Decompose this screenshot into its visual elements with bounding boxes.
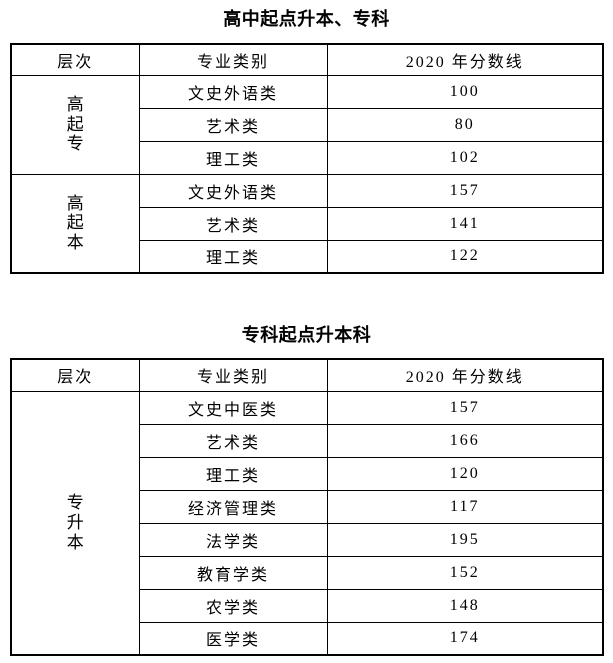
table-row: 艺术类 141 (11, 206, 604, 241)
level-vertical-label: 高起专 (66, 95, 84, 154)
category-cell: 理工类 (138, 239, 328, 274)
table-row: 高起专 文史外语类 100 (10, 74, 604, 175)
score-cell: 117 (326, 489, 604, 524)
header-score: 2020 年分数线 (326, 43, 604, 76)
score-cell: 157 (326, 390, 604, 425)
table-row: 高起本 文史外语类 157 (10, 173, 604, 274)
header-category: 专业类别 (138, 43, 328, 76)
table-row-header: 层次 专业类别 2020 年分数线 (10, 43, 604, 76)
category-cell: 理工类 (138, 456, 328, 491)
level-vertical-label: 专升本 (66, 493, 84, 552)
table-row: 理工类 120 (11, 456, 604, 491)
table-1-title: 高中起点升本、专科 (223, 9, 390, 29)
score-cell: 122 (326, 239, 604, 274)
table-row: 农学类 148 (11, 588, 604, 623)
score-cell: 148 (326, 588, 604, 623)
score-table-1: 层次 专业类别 2020 年分数线 高起专 文史外语类 100 艺术类 80 理… (10, 43, 604, 274)
category-cell: 艺术类 (138, 107, 328, 142)
table-2-title: 专科起点升本科 (241, 325, 372, 345)
category-cell: 艺术类 (138, 423, 328, 458)
table-row: 专升本 文史中医类 157 (10, 390, 604, 656)
category-cell: 理工类 (138, 140, 328, 175)
score-cell: 102 (326, 140, 604, 175)
score-cell: 120 (326, 456, 604, 491)
score-cell: 141 (326, 206, 604, 241)
score-cell: 100 (326, 74, 604, 109)
score-cell: 174 (326, 621, 604, 656)
header-category: 专业类别 (138, 358, 328, 392)
category-cell: 农学类 (138, 588, 328, 623)
score-cell: 157 (326, 173, 604, 208)
level-vertical-label: 高起本 (66, 193, 84, 253)
table-row: 经济管理类 117 (11, 489, 604, 524)
category-cell: 法学类 (138, 522, 328, 557)
header-level: 层次 (10, 358, 140, 392)
category-cell: 文史外语类 (138, 173, 328, 208)
score-cell: 152 (326, 555, 604, 590)
category-cell: 文史外语类 (138, 74, 328, 109)
table-row: 理工类 102 (11, 140, 604, 175)
level-cell-gaoqizhuan: 高起专 (10, 74, 140, 175)
category-cell: 经济管理类 (138, 489, 328, 524)
score-cell: 80 (326, 107, 604, 142)
score-cell: 166 (326, 423, 604, 458)
category-cell: 文史中医类 (138, 390, 328, 425)
category-cell: 艺术类 (138, 206, 328, 241)
category-cell: 教育学类 (138, 555, 328, 590)
level-cell-gaoqiben: 高起本 (10, 173, 140, 274)
header-level: 层次 (10, 43, 140, 76)
score-cell: 195 (326, 522, 604, 557)
table-row: 法学类 195 (11, 522, 604, 557)
table-row: 医学类 174 (11, 621, 604, 656)
header-score: 2020 年分数线 (326, 358, 604, 392)
table-row-header: 层次 专业类别 2020 年分数线 (10, 358, 604, 392)
score-table-2: 层次 专业类别 2020 年分数线 专升本 文史中医类 157 艺术类 166 … (10, 358, 604, 656)
table-row: 艺术类 80 (11, 107, 604, 142)
level-cell-zhuanshengben: 专升本 (10, 390, 140, 656)
category-cell: 医学类 (138, 621, 328, 656)
table-row: 艺术类 166 (11, 423, 604, 458)
table-row: 理工类 122 (11, 239, 604, 274)
